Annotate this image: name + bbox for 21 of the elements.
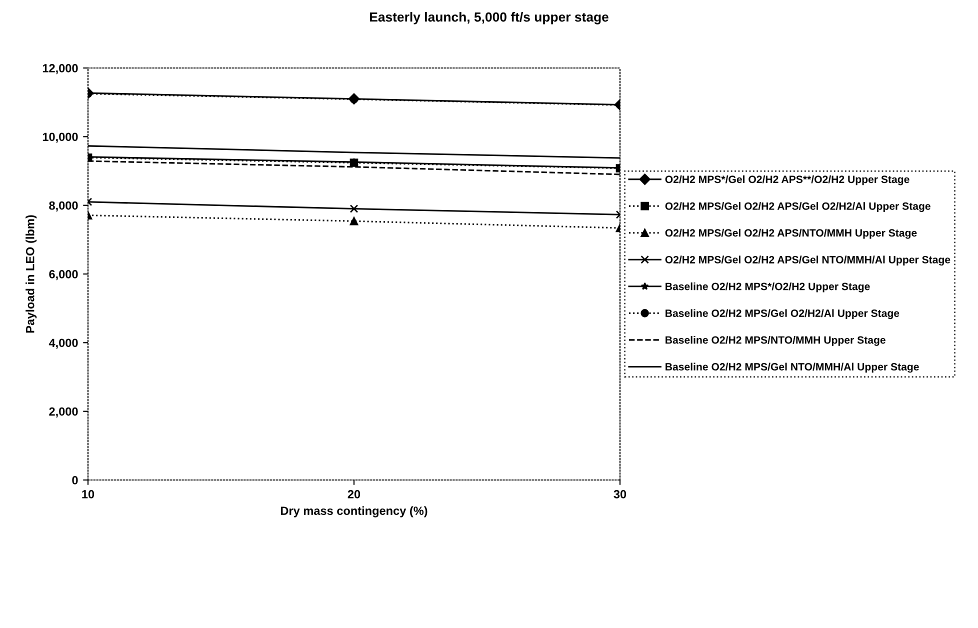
y-tick-label: 12,000 [42,64,78,74]
x-tick-label: 30 [614,490,626,498]
y-tick-label: 8,000 [49,201,78,212]
y-tick-label: 10,000 [42,132,78,143]
legend-label: O2/H2 MPS/Gel O2/H2 APS/Gel O2/H2/Al Upper Stage [665,202,930,212]
x-tick-label: 10 [82,490,94,498]
legend-label: Baseline O2/H2 MPS/NTO/MMH Upper Stage [666,336,886,346]
legend-label: O2/H2 MPS*/Gel O2/H2 APS**/O2/H2 Upper Stage [665,175,910,186]
legend-label: Baseline O2/H2 MPS/Gel NTO/MMH/Al Upper Stage [666,362,919,373]
x-axis-title: Dry mass contingency (%) [280,506,428,518]
legend-label: O2/H2 MPS/Gel O2/H2 APS/Gel NTO/MMH/Al Upper Stage [665,256,950,266]
legend-label: Baseline O2/H2 MPS*/O2/H2 Upper Stage [666,282,870,292]
y-axis-title: Payload in LEO (lbm) [26,215,37,333]
legend-label: O2/H2 MPS/Gel O2/H2 APS/NTO/MMH Upper Stage [665,228,917,239]
y-tick-label: 4,000 [48,338,78,349]
y-tick-label: 6,000 [49,270,78,280]
y-tick-label: 2,000 [49,407,78,418]
legend-label: Baseline O2/H2 MPS/Gel O2/H2/Al Upper Stage [666,309,900,320]
x-tick-label: 20 [348,490,360,498]
chart-title: Easterly launch, 5,000 ft/s upper stage [370,12,608,24]
y-tick-label: 0 [72,476,78,484]
